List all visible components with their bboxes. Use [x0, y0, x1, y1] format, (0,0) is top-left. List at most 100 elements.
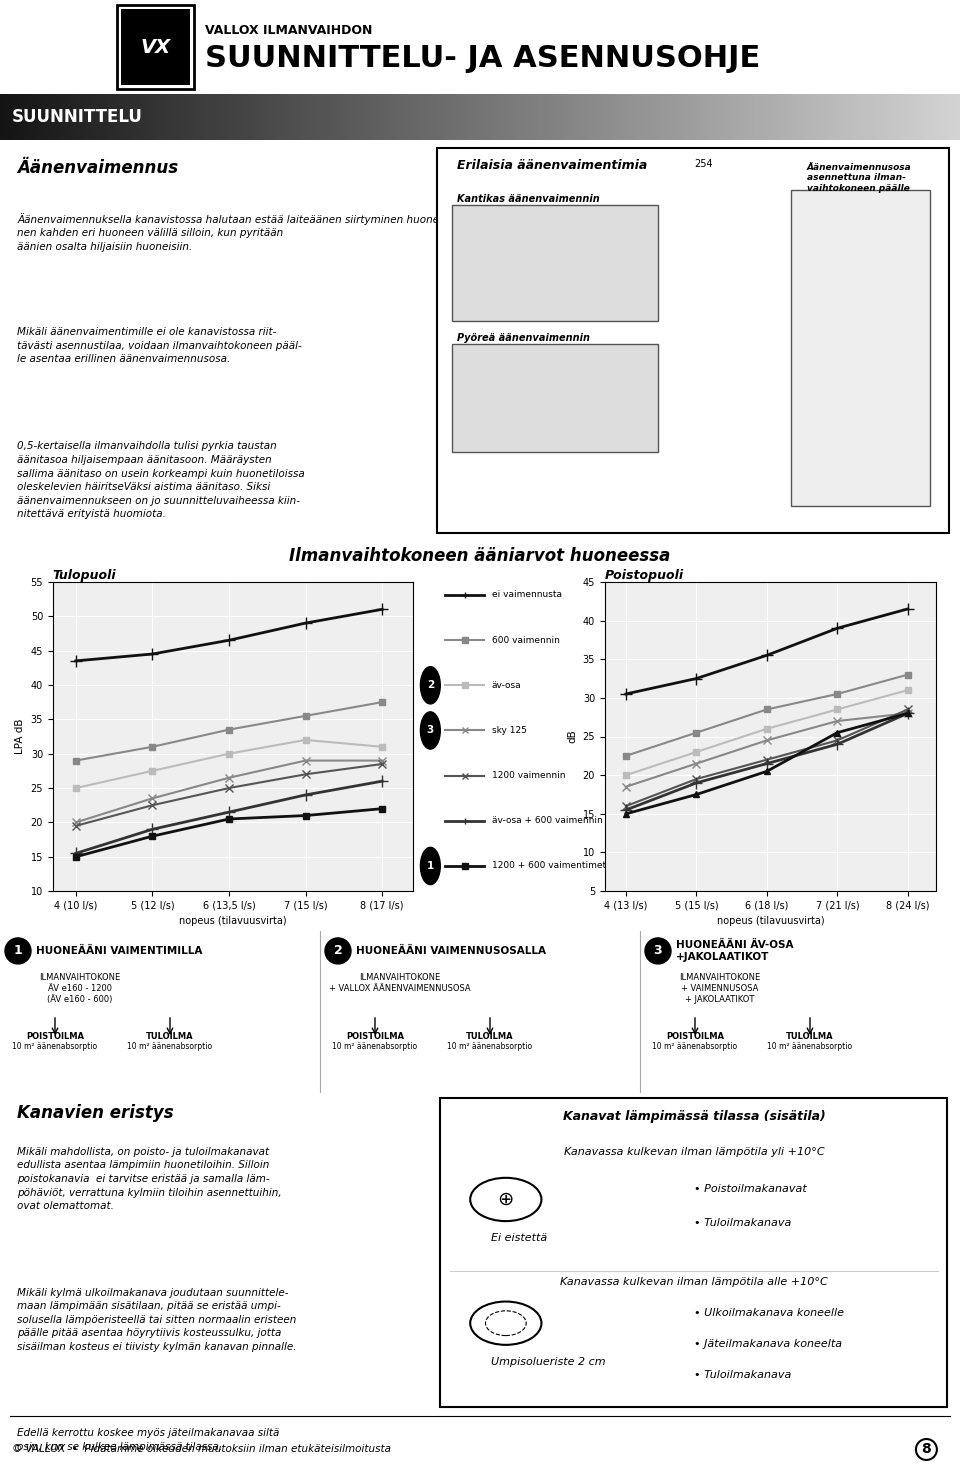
- Bar: [562, 94, 566, 140]
- Text: äv-osa: äv-osa: [492, 681, 521, 689]
- Bar: [149, 94, 154, 140]
- Bar: [178, 94, 182, 140]
- Bar: [653, 94, 658, 140]
- Text: VX: VX: [140, 38, 171, 56]
- Text: Poistopuoli: Poistopuoli: [605, 569, 684, 582]
- Bar: [566, 94, 571, 140]
- Bar: [840, 94, 845, 140]
- Text: 600 vaimennin: 600 vaimennin: [492, 636, 560, 645]
- Text: 3: 3: [654, 944, 662, 957]
- Text: 10 m² äänenabsorptio: 10 m² äänenabsorptio: [332, 1041, 418, 1050]
- Text: 1: 1: [427, 862, 434, 871]
- Text: 10 m² äänenabsorptio: 10 m² äänenabsorptio: [447, 1041, 533, 1050]
- Text: Mikäli äänenvaimentimille ei ole kanavistossa riit-
tävästi asennustilaa, voidaa: Mikäli äänenvaimentimille ei ole kanavis…: [17, 327, 302, 364]
- Bar: [864, 94, 869, 140]
- Bar: [634, 94, 638, 140]
- Bar: [10, 94, 14, 140]
- Bar: [648, 94, 653, 140]
- Text: 2: 2: [334, 944, 343, 957]
- Bar: [77, 94, 82, 140]
- Bar: [264, 94, 269, 140]
- Bar: [139, 94, 144, 140]
- Text: 1: 1: [13, 944, 22, 957]
- Bar: [125, 94, 130, 140]
- Text: Äänenvaimennuksella kanavistossa halutaan estää laiteäänen siirtyminen huonetila: Äänenvaimennuksella kanavistossa halutaa…: [17, 214, 569, 252]
- Bar: [696, 94, 701, 140]
- Bar: [557, 94, 562, 140]
- Text: TULOILMA: TULOILMA: [146, 1033, 194, 1041]
- Bar: [787, 94, 792, 140]
- Bar: [326, 94, 331, 140]
- Bar: [230, 94, 235, 140]
- Text: HUONEÄÄNI ÄV-OSA
+JAKOLAATIKOT: HUONEÄÄNI ÄV-OSA +JAKOLAATIKOT: [676, 940, 794, 962]
- Text: POISTOILMA: POISTOILMA: [666, 1033, 724, 1041]
- Text: 254: 254: [694, 159, 713, 168]
- Bar: [686, 94, 691, 140]
- Bar: [859, 94, 864, 140]
- Bar: [893, 94, 898, 140]
- Circle shape: [325, 938, 351, 963]
- Bar: [629, 94, 634, 140]
- Bar: [211, 94, 216, 140]
- Bar: [490, 94, 494, 140]
- Bar: [106, 94, 110, 140]
- Bar: [816, 94, 821, 140]
- Bar: [806, 94, 811, 140]
- Text: 10 m² äänenabsorptio: 10 m² äänenabsorptio: [128, 1041, 212, 1050]
- Bar: [691, 94, 696, 140]
- Bar: [571, 94, 576, 140]
- Text: HUONEÄÄNI VAIMENNUSOSALLA: HUONEÄÄNI VAIMENNUSOSALLA: [356, 946, 546, 956]
- Bar: [672, 94, 677, 140]
- Bar: [298, 94, 302, 140]
- Bar: [163, 94, 168, 140]
- Text: 10 m² äänenabsorptio: 10 m² äänenabsorptio: [767, 1041, 852, 1050]
- Bar: [782, 94, 787, 140]
- Bar: [658, 94, 662, 140]
- Bar: [19, 94, 24, 140]
- Bar: [38, 94, 43, 140]
- Text: + VAIMENNUSOSA: + VAIMENNUSOSA: [682, 984, 758, 993]
- Bar: [581, 94, 586, 140]
- Bar: [898, 94, 902, 140]
- Bar: [936, 94, 941, 140]
- Bar: [715, 94, 720, 140]
- Bar: [528, 94, 533, 140]
- Text: + JAKOLAATIKOT: + JAKOLAATIKOT: [685, 994, 755, 1005]
- FancyBboxPatch shape: [117, 4, 194, 90]
- Text: Tulopuoli: Tulopuoli: [53, 569, 116, 582]
- Text: 1200 + 600 vaimentimet: 1200 + 600 vaimentimet: [492, 862, 606, 871]
- Bar: [485, 94, 490, 140]
- Text: ⊕: ⊕: [497, 1190, 514, 1209]
- Text: 0,5-kertaisella ilmanvaihdolla tulisi pyrkia taustan
äänitasoa hiljaisempaan ään: 0,5-kertaisella ilmanvaihdolla tulisi py…: [17, 442, 305, 520]
- Bar: [350, 94, 355, 140]
- Circle shape: [645, 938, 671, 963]
- FancyBboxPatch shape: [440, 1097, 948, 1407]
- Bar: [403, 94, 408, 140]
- Bar: [437, 94, 442, 140]
- Bar: [29, 94, 34, 140]
- Bar: [499, 94, 504, 140]
- Bar: [130, 94, 134, 140]
- X-axis label: nopeus (tilavuusvirta): nopeus (tilavuusvirta): [179, 916, 287, 927]
- Bar: [917, 94, 922, 140]
- Bar: [221, 94, 226, 140]
- Bar: [144, 94, 149, 140]
- Bar: [398, 94, 403, 140]
- Bar: [360, 94, 365, 140]
- Bar: [341, 94, 346, 140]
- FancyBboxPatch shape: [452, 205, 658, 321]
- FancyBboxPatch shape: [121, 9, 190, 85]
- Bar: [470, 94, 475, 140]
- Bar: [182, 94, 187, 140]
- Bar: [802, 94, 806, 140]
- Text: Äänenvaimennus: Äänenvaimennus: [17, 159, 179, 177]
- Bar: [5, 94, 10, 140]
- Bar: [518, 94, 523, 140]
- Text: 3: 3: [427, 726, 434, 735]
- Text: Kantikas äänenvaimennin: Kantikas äänenvaimennin: [457, 193, 600, 203]
- Bar: [158, 94, 163, 140]
- Bar: [706, 94, 710, 140]
- Bar: [24, 94, 29, 140]
- Bar: [168, 94, 173, 140]
- Bar: [283, 94, 288, 140]
